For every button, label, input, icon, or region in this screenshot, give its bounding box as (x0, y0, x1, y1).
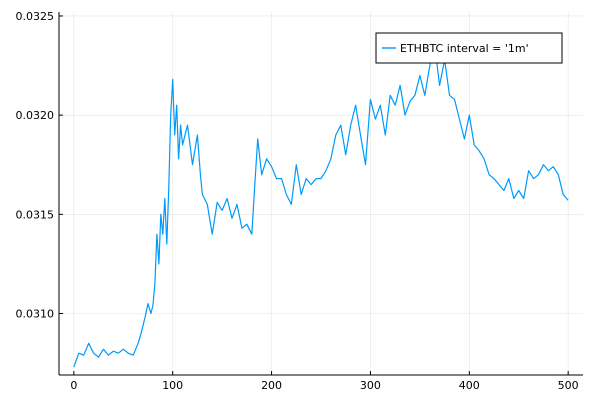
series-lines (73, 45, 569, 368)
x-axis-ticks: 0 100 200 300 400 500 (70, 371, 579, 392)
x-tick-label: 500 (558, 379, 579, 392)
y-tick-label: 0.0325 (16, 10, 55, 23)
x-tick-label: 0 (70, 379, 77, 392)
legend-label: ETHBTC interval = '1m' (400, 42, 529, 55)
x-tick-label: 100 (162, 379, 183, 392)
y-axis-ticks: 0.0310 0.0315 0.0320 0.0325 (16, 10, 63, 321)
series-line (73, 45, 569, 368)
x-tick-label: 200 (261, 379, 282, 392)
y-tick-label: 0.0320 (16, 109, 55, 122)
axes (58, 12, 583, 376)
y-tick-label: 0.0315 (16, 208, 55, 221)
y-tick-label: 0.0310 (16, 308, 55, 321)
x-tick-label: 300 (360, 379, 381, 392)
legend-box (375, 32, 563, 64)
x-tick-label: 400 (459, 379, 480, 392)
legend: ETHBTC interval = '1m' (375, 32, 563, 64)
grid (59, 12, 583, 375)
